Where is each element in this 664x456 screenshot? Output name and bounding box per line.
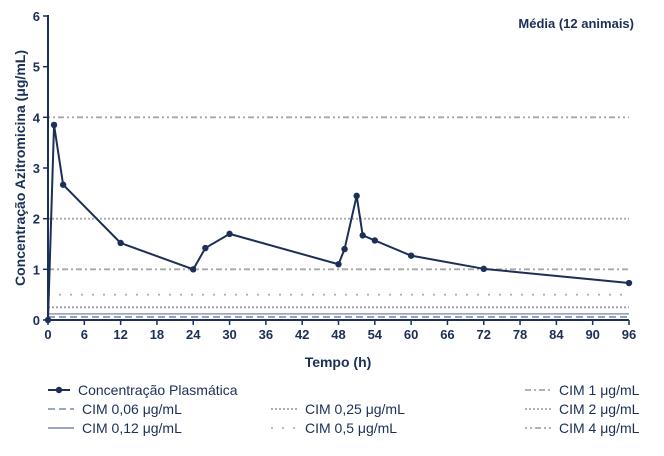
legend-label-cim-0-06-g-ml: CIM 0,06 μg/mL <box>82 401 182 417</box>
chart-annotation: Média (12 animais) <box>518 16 634 31</box>
x-tick-label: 12 <box>113 327 127 342</box>
x-tick-labels: 0 6 12 18 24 30 36 42 48 54 60 66 72 78 84 90 96 <box>44 320 636 342</box>
legend-swatch-marker <box>55 386 63 394</box>
x-tick-label: 36 <box>259 327 273 342</box>
y-tick-label: 0 <box>33 313 40 328</box>
data-point <box>50 121 58 129</box>
data-point <box>190 266 197 273</box>
data-point <box>407 252 415 259</box>
y-tick-label: 3 <box>33 161 40 176</box>
data-point <box>117 239 124 247</box>
legend-label-cim-2-g-ml: CIM 2 μg/mL <box>559 401 640 417</box>
reference-lines <box>48 116 629 318</box>
legend-label-cim-4-g-ml: CIM 4 μg/mL <box>559 420 640 436</box>
x-tick-label: 60 <box>404 327 418 342</box>
y-tick-label: 2 <box>33 212 40 227</box>
data-point <box>359 232 366 239</box>
x-tick-label: 24 <box>186 327 201 342</box>
x-tick-label: 0 <box>44 327 51 342</box>
x-tick-label: 96 <box>622 327 636 342</box>
data-point <box>625 279 633 287</box>
legend-label-cim-1-g-ml: CIM 1 μg/mL <box>559 382 640 398</box>
legend: Concentração Plasmática CIM 0,06 μg/mL CIM… <box>48 382 640 436</box>
x-tick-label: 6 <box>81 327 88 342</box>
x-axis-title: Tempo (h) <box>305 354 372 370</box>
data-point <box>341 245 348 253</box>
x-tick-label: 18 <box>150 327 164 342</box>
x-tick-label: 30 <box>222 327 236 342</box>
x-tick-label: 84 <box>549 327 564 342</box>
x-tick-label: 48 <box>331 327 345 342</box>
y-tick-label: 5 <box>33 60 40 75</box>
legend-label-cim-0-25-g-ml: CIM 0,25 μg/mL <box>305 401 405 417</box>
data-point <box>335 261 342 268</box>
data-point <box>480 265 487 273</box>
data-point <box>44 316 52 324</box>
y-tick-label: 1 <box>33 262 40 277</box>
data-point <box>353 192 360 200</box>
x-tick-label: 54 <box>368 327 383 342</box>
x-tick-label: 72 <box>477 327 491 342</box>
legend-label-concentracao-plasmatica: Concentração Plasmática <box>78 382 238 398</box>
legend-label-cim-0-5-g-ml: CIM 0,5 μg/mL <box>305 420 397 436</box>
legend-label-cim-0-12-g-ml: CIM 0,12 μg/mL <box>82 420 182 436</box>
x-tick-label: 66 <box>440 327 454 342</box>
data-point <box>371 237 379 244</box>
data-point <box>59 181 67 188</box>
y-axis-title: Concentração Azitromicina (μg/mL) <box>12 50 28 286</box>
x-tick-label: 90 <box>585 327 599 342</box>
data-point <box>226 230 233 238</box>
y-tick-label: 4 <box>33 110 41 125</box>
y-tick-label: 6 <box>33 9 40 24</box>
series-line-concentra-o-plasm-tica <box>47 123 630 321</box>
data-point <box>202 244 209 252</box>
x-tick-label: 42 <box>295 327 309 342</box>
y-tick-labels: 0 1 2 3 4 5 6 <box>33 9 48 328</box>
x-tick-label: 78 <box>513 327 527 342</box>
series-layer <box>44 121 633 324</box>
